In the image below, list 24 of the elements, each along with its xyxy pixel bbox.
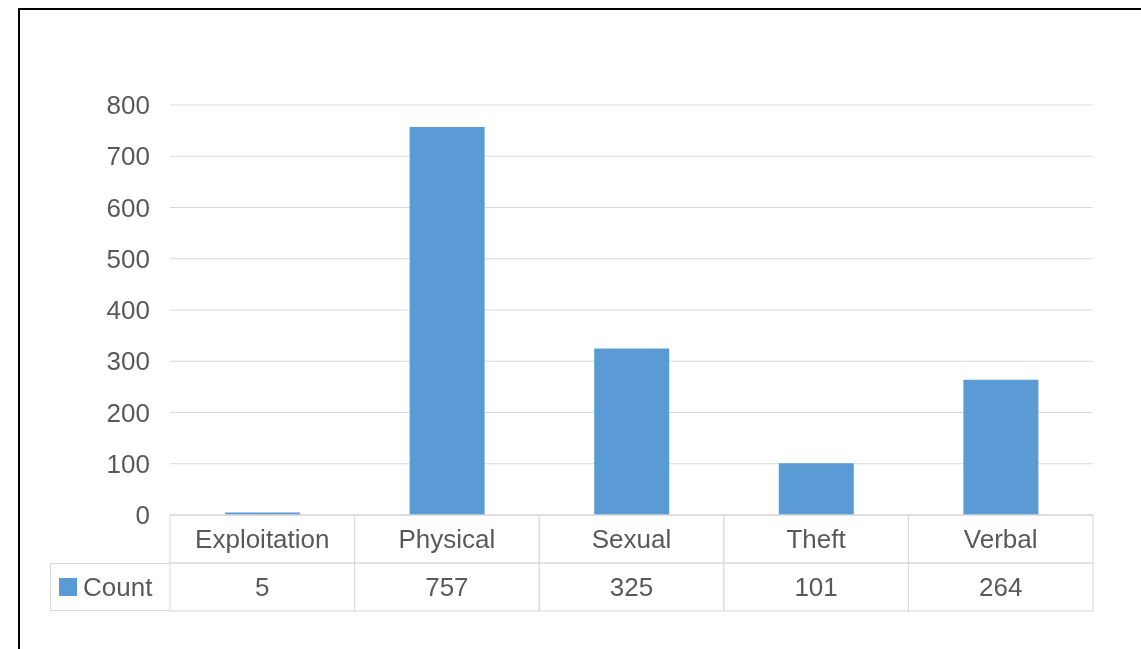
y-tick-label: 400: [106, 295, 150, 326]
x-tick-label: Verbal: [963, 524, 1038, 554]
y-tick-label: 100: [106, 448, 150, 479]
bar: [409, 127, 485, 515]
y-tick-label: 800: [106, 90, 150, 121]
data-label: 757: [425, 572, 469, 602]
y-tick-label: 0: [135, 500, 150, 531]
bar: [778, 463, 854, 515]
data-label: 101: [794, 572, 838, 602]
y-tick-label: 500: [106, 243, 150, 274]
bar: [594, 348, 670, 515]
data-label: 5: [255, 572, 270, 602]
data-label: 325: [609, 572, 654, 602]
y-tick-label: 700: [106, 141, 150, 172]
y-tick-label: 600: [106, 192, 150, 223]
y-tick-label: 200: [106, 397, 150, 428]
x-tick-label: Exploitation: [195, 524, 330, 554]
data-label: 264: [979, 572, 1023, 602]
x-tick-label: Theft: [786, 524, 847, 554]
x-tick-label: Physical: [398, 524, 496, 554]
bar: [963, 379, 1039, 515]
x-tick-label: Sexual: [591, 524, 672, 554]
legend-label: Count: [83, 571, 153, 603]
y-tick-label: 300: [106, 346, 150, 377]
